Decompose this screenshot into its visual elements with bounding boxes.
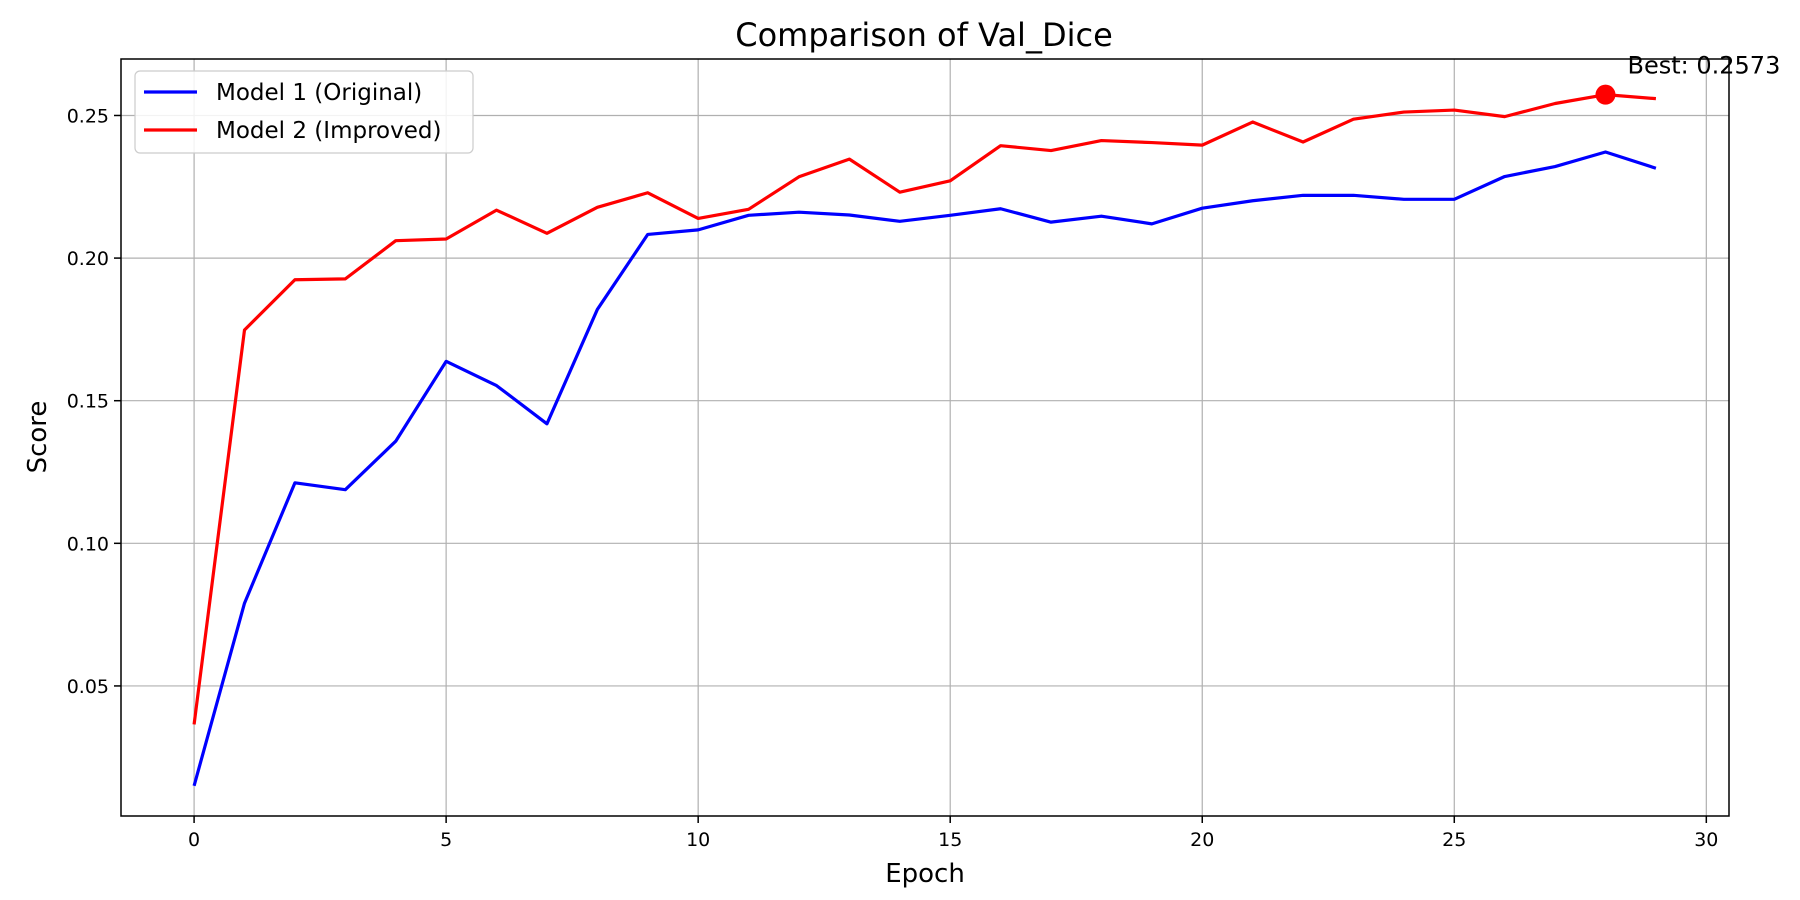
y-tick-label: 0.25 bbox=[67, 105, 109, 127]
series-line-model-2 bbox=[192, 93, 1657, 725]
y-tick-label: 0.10 bbox=[67, 533, 109, 555]
y-tick-label: 0.20 bbox=[67, 248, 109, 270]
x-tick-label: 25 bbox=[1442, 829, 1466, 851]
x-tick-label: 5 bbox=[440, 829, 452, 851]
legend-label-model-1: Model 1 (Original) bbox=[216, 80, 422, 106]
x-tick-label: 30 bbox=[1694, 829, 1718, 851]
axis-ticks: 0 5 10 15 20 25 30 0.05 0.10 0.15 0.20 0.25 bbox=[67, 105, 1719, 851]
series-line-model-1 bbox=[192, 150, 1657, 787]
best-value-label: Best: 0.2573 bbox=[1628, 52, 1781, 80]
y-axis-label: Score bbox=[23, 401, 53, 474]
x-axis-label: Epoch bbox=[885, 859, 965, 889]
legend-label-model-2: Model 2 (Improved) bbox=[216, 118, 441, 144]
x-tick-label: 10 bbox=[686, 829, 710, 851]
best-point-marker bbox=[1595, 84, 1616, 105]
y-tick-label: 0.05 bbox=[67, 676, 109, 698]
series-layer bbox=[192, 93, 1657, 787]
grid bbox=[121, 59, 1729, 816]
legend: Model 1 (Original) Model 2 (Improved) bbox=[134, 70, 474, 154]
annotation: Best: 0.2573 bbox=[1595, 52, 1781, 105]
plot-frame bbox=[120, 58, 1730, 817]
x-tick-label: 0 bbox=[188, 829, 200, 851]
x-tick-label: 15 bbox=[938, 829, 962, 851]
x-tick-label: 20 bbox=[1190, 829, 1214, 851]
y-tick-label: 0.15 bbox=[67, 391, 109, 413]
legend-box bbox=[134, 70, 474, 154]
chart-title: Comparison of Val_Dice bbox=[735, 16, 1113, 54]
